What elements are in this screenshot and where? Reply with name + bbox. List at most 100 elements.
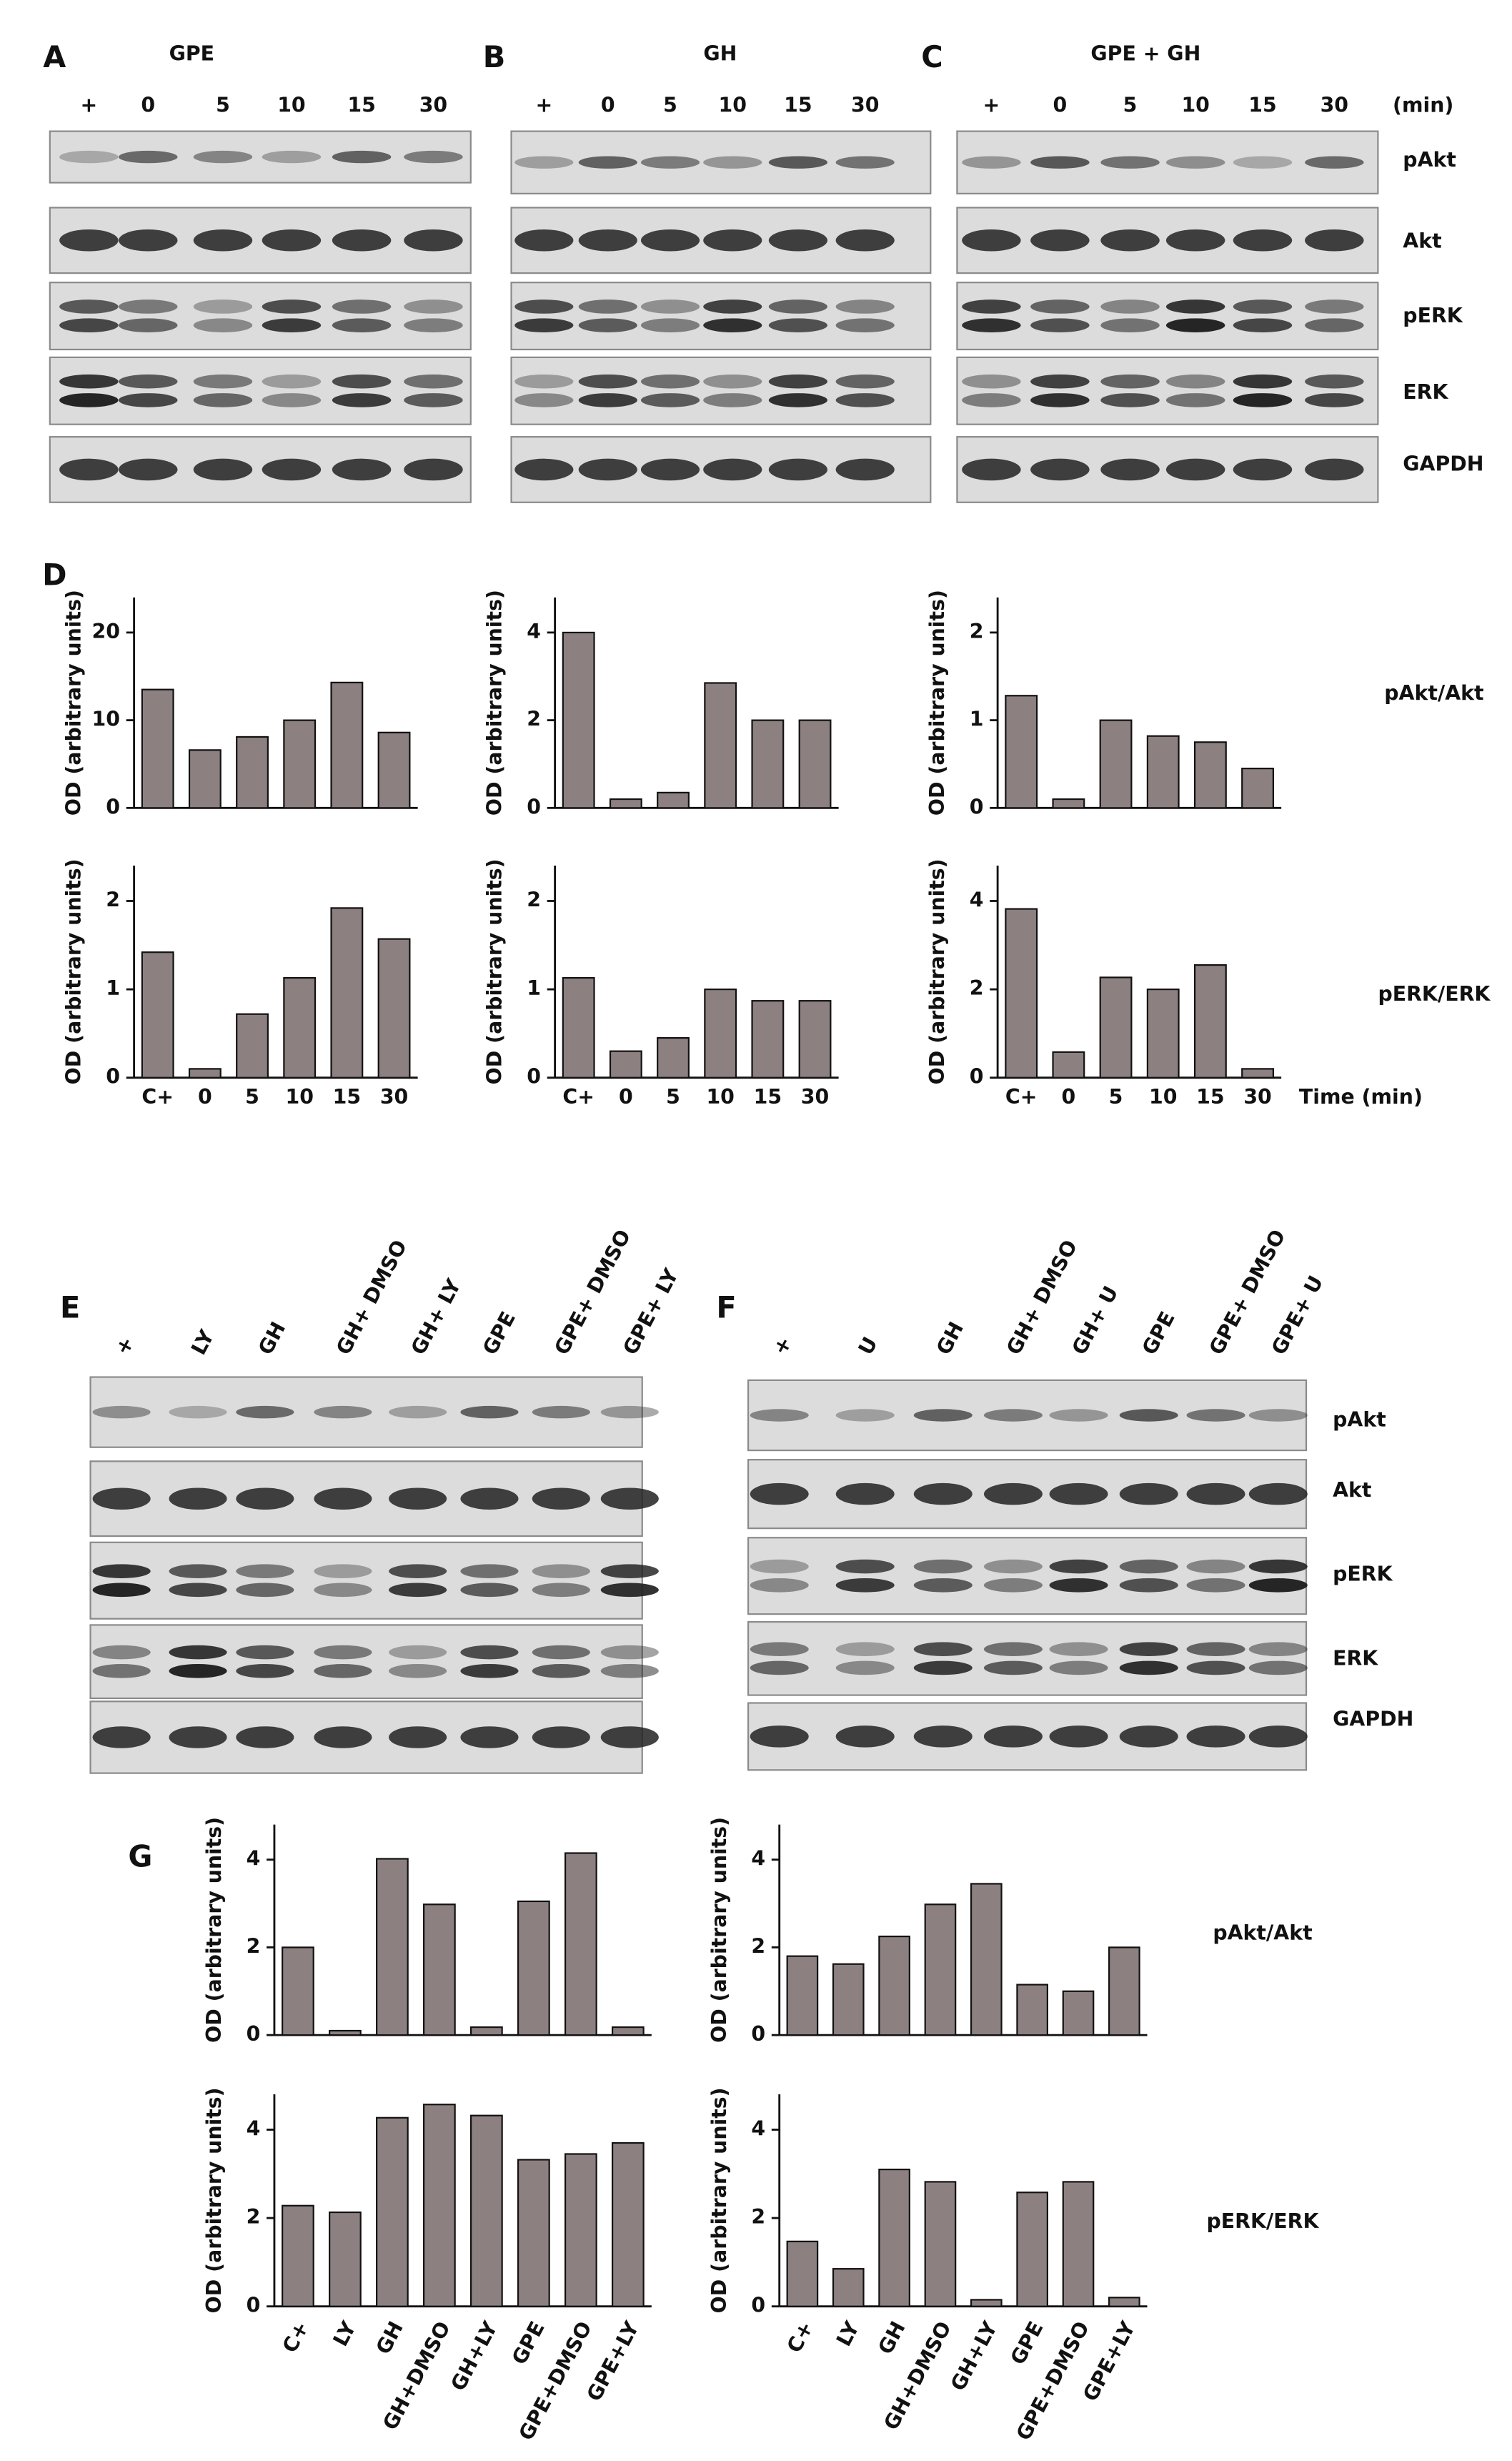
bar — [423, 1903, 456, 2036]
blot-band — [262, 299, 322, 314]
row-label: ERK — [1403, 380, 1448, 404]
lane-label: 0 — [1053, 94, 1068, 117]
bar — [798, 719, 832, 809]
lane-label: 15 — [784, 94, 812, 117]
blot-band — [514, 156, 574, 169]
bar — [376, 1858, 409, 2036]
y-axis-title: OD (arbitrary units) — [707, 1817, 731, 2043]
blot-band — [92, 1405, 151, 1419]
blot-band — [1305, 458, 1364, 481]
y-tick-label: 4 — [970, 888, 984, 911]
blot-band — [169, 1564, 227, 1578]
blot-band — [750, 1660, 809, 1675]
panel-label: C — [921, 40, 942, 74]
bar — [1099, 976, 1133, 1079]
blot-band — [1119, 1482, 1178, 1505]
blot-band — [92, 1583, 151, 1598]
blot-band — [404, 229, 463, 252]
blot-band — [1186, 1409, 1245, 1422]
blot-band — [768, 229, 827, 252]
row-label: Akt — [1403, 229, 1441, 252]
blot-band — [835, 1578, 895, 1593]
bar — [1005, 695, 1038, 809]
x-tick-label: 0 — [1062, 1085, 1076, 1109]
blot-band — [640, 299, 700, 314]
blot-band — [236, 1645, 294, 1660]
row-label: pERK — [1333, 1563, 1393, 1586]
x-tick-label: 0 — [619, 1085, 633, 1109]
panel-label: G — [128, 1840, 152, 1874]
y-tick-label: 2 — [106, 888, 120, 911]
blot-band — [1186, 1559, 1245, 1574]
row-label: GAPDH — [1403, 452, 1483, 475]
blot-band — [1305, 374, 1364, 389]
blot-band — [1186, 1578, 1245, 1593]
blot-band — [1248, 1409, 1308, 1422]
y-axis-title: OD (arbitrary units) — [483, 858, 507, 1084]
bar — [282, 1946, 314, 2036]
y-tick-label: 0 — [106, 1065, 120, 1089]
blot-band — [92, 1663, 151, 1678]
bar — [517, 1900, 550, 2036]
blot-band — [1049, 1482, 1108, 1505]
blot-band — [169, 1405, 227, 1419]
blot-band — [314, 1583, 372, 1598]
x-tick-label: 15 — [754, 1085, 782, 1109]
blot-band — [1119, 1660, 1178, 1675]
blot-band — [1030, 299, 1090, 314]
lane-label: 5 — [1123, 94, 1138, 117]
y-tick-label: 0 — [751, 2022, 765, 2046]
blot-band — [1119, 1409, 1178, 1422]
blot-band — [600, 1645, 659, 1660]
blot-band — [835, 1409, 895, 1422]
y-tick-label: 0 — [106, 795, 120, 818]
y-axis-title: OD (arbitrary units) — [483, 590, 507, 816]
blot-band — [1186, 1725, 1245, 1748]
lane-label: 5 — [663, 94, 677, 117]
blot-band — [1100, 374, 1160, 389]
blot-band — [1305, 229, 1364, 252]
blot-band — [262, 150, 322, 164]
x-axis-title: Time (min) — [1299, 1085, 1423, 1109]
blot-band — [262, 458, 322, 481]
x-tick-label: 10 — [706, 1085, 734, 1109]
blot-band — [1049, 1578, 1108, 1593]
blot-band — [913, 1482, 973, 1505]
bar — [141, 688, 174, 809]
blot-band — [1165, 156, 1225, 169]
blot-band — [1248, 1482, 1308, 1505]
blot-band — [314, 1405, 372, 1419]
lane-label: 30 — [419, 94, 447, 117]
blot-band — [768, 299, 827, 314]
blot-band — [514, 374, 574, 389]
blot-band — [514, 229, 574, 252]
blot-band — [59, 299, 119, 314]
blot-band — [578, 229, 637, 252]
bar — [330, 907, 364, 1079]
y-axis-title: OD (arbitrary units) — [925, 590, 949, 816]
blot-band — [983, 1559, 1043, 1574]
blot-band — [1119, 1578, 1178, 1593]
blot-band — [1305, 318, 1364, 332]
blot-band — [389, 1726, 447, 1748]
y-axis-title: OD (arbitrary units) — [707, 2087, 731, 2313]
blot-band — [835, 1725, 895, 1748]
row-label: ERK — [1333, 1646, 1378, 1670]
blot-band — [768, 393, 827, 407]
blot-band — [578, 318, 637, 332]
blot-band — [169, 1663, 227, 1678]
blot-band — [1049, 1559, 1108, 1574]
blot-band — [962, 374, 1021, 389]
bar — [329, 2211, 362, 2307]
blot-band — [1233, 156, 1293, 169]
blot-band — [1119, 1559, 1178, 1574]
bar — [924, 2181, 957, 2307]
blot-band — [962, 318, 1021, 332]
x-tick-label: 30 — [801, 1085, 829, 1109]
x-tick-label: 10 — [1149, 1085, 1177, 1109]
panel-label: F — [716, 1291, 736, 1325]
x-tick-label: 5 — [1109, 1085, 1123, 1109]
blot-band — [404, 299, 463, 314]
x-tick-label: C+ — [562, 1085, 595, 1109]
row-label: pAkt/Akt — [1213, 1921, 1312, 1944]
